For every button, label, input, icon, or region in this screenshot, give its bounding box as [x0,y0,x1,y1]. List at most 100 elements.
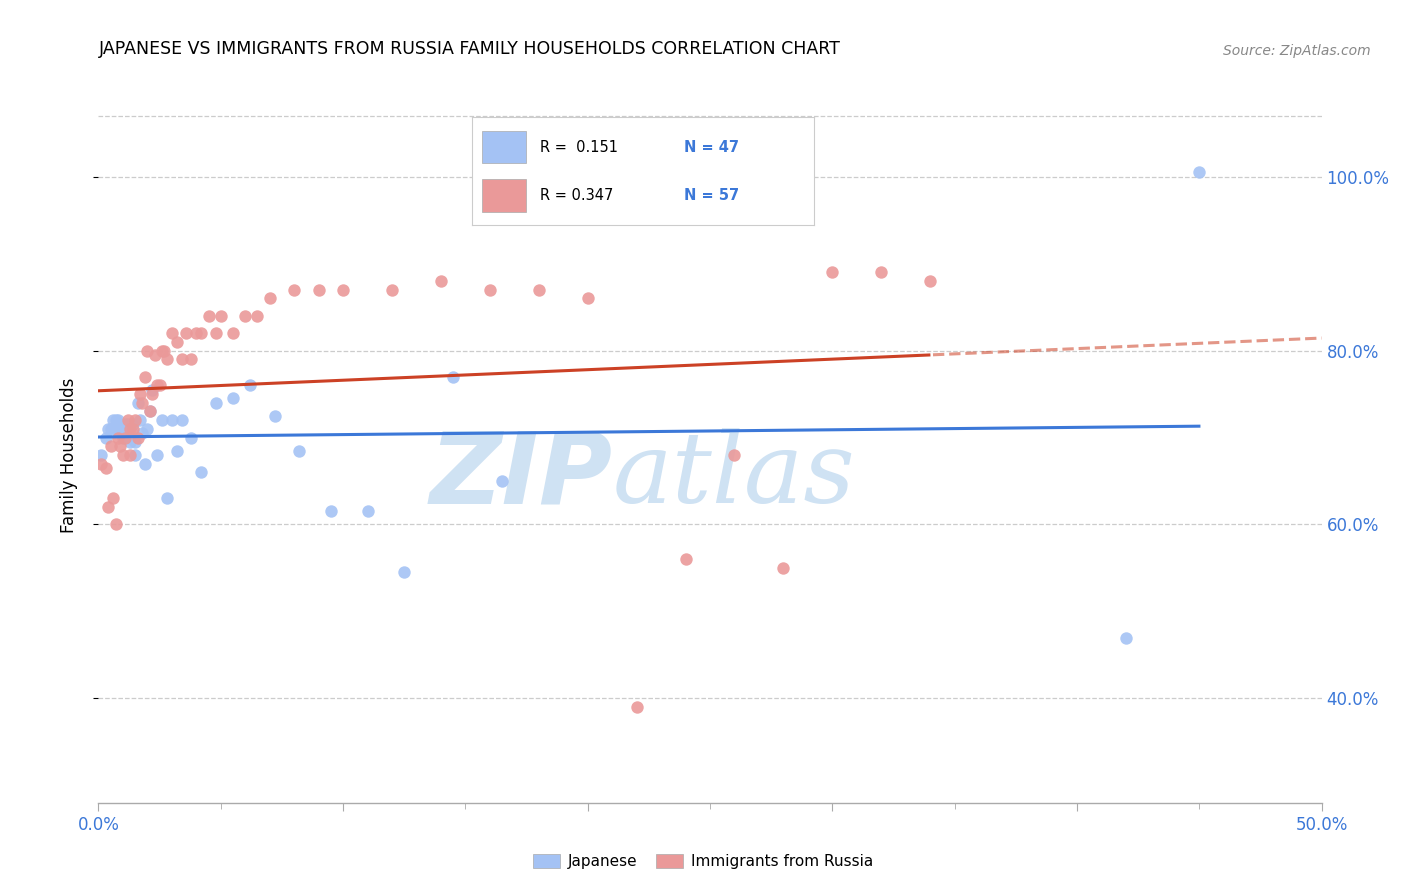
Text: JAPANESE VS IMMIGRANTS FROM RUSSIA FAMILY HOUSEHOLDS CORRELATION CHART: JAPANESE VS IMMIGRANTS FROM RUSSIA FAMIL… [98,40,841,58]
Point [527,283,550,297]
Text: Source: ZipAtlas.com: Source: ZipAtlas.com [1223,44,1371,58]
Point [239,378,262,392]
Point [491,474,513,488]
Point [127,431,149,445]
Point [319,504,342,518]
Point [153,343,176,358]
Point [131,426,153,441]
Point [121,422,143,436]
Point [131,396,153,410]
Point [104,413,127,427]
Point [170,352,193,367]
Point [94,461,117,475]
Point [170,413,193,427]
Point [117,417,139,432]
Point [90,448,112,462]
Point [124,434,146,449]
Point [139,404,162,418]
Point [107,413,129,427]
Point [1115,631,1137,645]
Point [97,422,120,436]
Point [117,413,139,427]
Point [356,504,378,518]
Point [134,369,156,384]
Point [283,283,305,297]
Point [90,457,112,471]
Point [146,448,169,462]
Point [870,265,893,279]
Point [100,439,122,453]
Point [114,417,136,432]
Point [150,413,173,427]
Legend: Japanese, Immigrants from Russia: Japanese, Immigrants from Russia [527,847,879,875]
Text: ZIP: ZIP [429,427,612,524]
Point [166,443,188,458]
Point [626,700,648,714]
Point [124,413,146,427]
Point [1188,165,1211,179]
Point [441,369,464,384]
Point [772,561,794,575]
Point [120,422,142,436]
Point [821,265,844,279]
Point [129,413,152,427]
Point [136,422,159,436]
Point [139,404,162,418]
Point [101,413,124,427]
Point [180,431,202,445]
Text: atlas: atlas [612,428,855,524]
Point [430,274,453,288]
Point [107,431,129,445]
Point [156,352,179,367]
Point [134,457,156,471]
Point [478,283,501,297]
Point [160,326,183,341]
Point [332,283,354,297]
Point [120,431,142,445]
Point [141,387,163,401]
Point [136,343,159,358]
Point [111,448,134,462]
Point [110,422,132,436]
Point [110,439,132,453]
Point [197,309,219,323]
Point [111,431,134,445]
Point [576,291,599,305]
Point [222,326,245,341]
Point [392,566,416,580]
Point [176,326,198,341]
Point [114,431,136,445]
Point [129,387,152,401]
Point [111,426,134,441]
Point [190,466,212,480]
Point [263,409,285,423]
Point [117,422,139,436]
Point [160,413,183,427]
Point [101,491,124,506]
Point [288,443,311,458]
Y-axis label: Family Households: Family Households [59,377,77,533]
Point [150,343,173,358]
Point [205,396,228,410]
Point [94,431,117,445]
Point [246,309,269,323]
Point [149,378,172,392]
Point [180,352,202,367]
Point [124,448,146,462]
Point [205,326,228,341]
Point [146,378,169,392]
Point [107,417,129,432]
Point [104,517,127,532]
Point [920,274,942,288]
Point [156,491,179,506]
Point [233,309,256,323]
Point [141,383,163,397]
Point [186,326,208,341]
Point [97,500,120,514]
Point [381,283,404,297]
Point [259,291,281,305]
Point [723,448,745,462]
Point [675,552,697,566]
Point [190,326,212,341]
Point [100,422,122,436]
